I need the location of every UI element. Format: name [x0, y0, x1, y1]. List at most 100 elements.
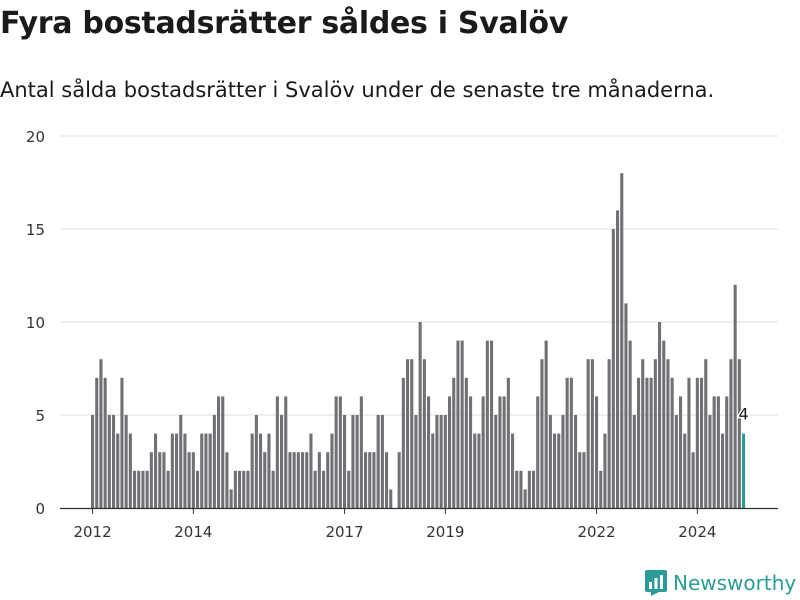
bar [464, 377, 468, 508]
bar [116, 433, 120, 508]
bar [733, 284, 737, 508]
bar [632, 415, 636, 508]
bar [544, 340, 548, 508]
bar [683, 433, 687, 508]
bar [687, 377, 691, 508]
bar [708, 415, 712, 508]
bar [565, 377, 569, 508]
bar [313, 470, 317, 508]
bar [435, 415, 439, 508]
brand-name: Newsworthy [673, 571, 797, 595]
bar [208, 433, 212, 508]
bar [376, 415, 380, 508]
bar [695, 377, 699, 508]
bar [443, 415, 447, 508]
bar [607, 359, 611, 508]
bar [557, 433, 561, 508]
bar [628, 340, 632, 508]
highlight-value-label: 4 [738, 405, 748, 424]
bar [645, 377, 649, 508]
bar [137, 470, 141, 508]
bar [179, 415, 183, 508]
bar [91, 415, 95, 508]
bar [280, 415, 284, 508]
bar [548, 415, 552, 508]
bar [385, 452, 389, 508]
bar [225, 452, 229, 508]
bar [511, 433, 515, 508]
bar [380, 415, 384, 508]
bar [364, 452, 368, 508]
bar [515, 470, 519, 508]
bar [246, 470, 250, 508]
bar [166, 470, 170, 508]
x-tick-label: 2024 [678, 523, 716, 541]
bar [263, 452, 267, 508]
bar [569, 377, 573, 508]
bar [586, 359, 590, 508]
bar [351, 415, 355, 508]
bar [704, 359, 708, 508]
brand-logo[interactable]: Newsworthy [645, 570, 796, 596]
bar [737, 359, 741, 508]
bar [183, 433, 187, 508]
bar [410, 359, 414, 508]
bar-highlight [742, 433, 746, 508]
bar [204, 433, 208, 508]
bar [498, 396, 502, 508]
bar [200, 433, 204, 508]
bar [716, 396, 720, 508]
bar [133, 470, 137, 508]
y-tick-label: 10 [26, 314, 45, 332]
bar [616, 210, 620, 508]
bar [712, 396, 716, 508]
bar [175, 433, 179, 508]
bar [452, 377, 456, 508]
bar [439, 415, 443, 508]
bar [238, 470, 242, 508]
bar [212, 415, 216, 508]
bar [414, 415, 418, 508]
y-tick-label: 15 [26, 221, 45, 239]
bar [523, 489, 527, 508]
bar [674, 415, 678, 508]
x-tick-label: 2014 [174, 523, 212, 541]
bar [368, 452, 372, 508]
bar [418, 322, 422, 508]
bar [477, 433, 481, 508]
bar [590, 359, 594, 508]
bar [149, 452, 153, 508]
data-labels: 4 [737, 403, 750, 425]
bar [662, 340, 666, 508]
bar [242, 470, 246, 508]
bar [259, 433, 263, 508]
bar [288, 452, 292, 508]
bar [217, 396, 221, 508]
bar [611, 229, 615, 508]
bar [267, 433, 271, 508]
bar [128, 433, 132, 508]
bar [154, 433, 158, 508]
bar [527, 470, 531, 508]
bar [326, 452, 330, 508]
bar [422, 359, 426, 508]
bar [141, 470, 145, 508]
bar [309, 433, 313, 508]
bar [221, 396, 225, 508]
bar [334, 396, 338, 508]
y-tick-label: 5 [35, 407, 45, 425]
bar [397, 452, 401, 508]
bar [158, 452, 162, 508]
x-tick-label: 2019 [426, 523, 464, 541]
bar [322, 470, 326, 508]
bar [372, 452, 376, 508]
bar [145, 470, 149, 508]
y-tick-label: 0 [35, 500, 45, 518]
bar [473, 433, 477, 508]
bar [494, 415, 498, 508]
bar [553, 433, 557, 508]
bar [196, 470, 200, 508]
bar [347, 470, 351, 508]
page-title: Fyra bostadsrätter såldes i Svalöv [0, 6, 568, 41]
